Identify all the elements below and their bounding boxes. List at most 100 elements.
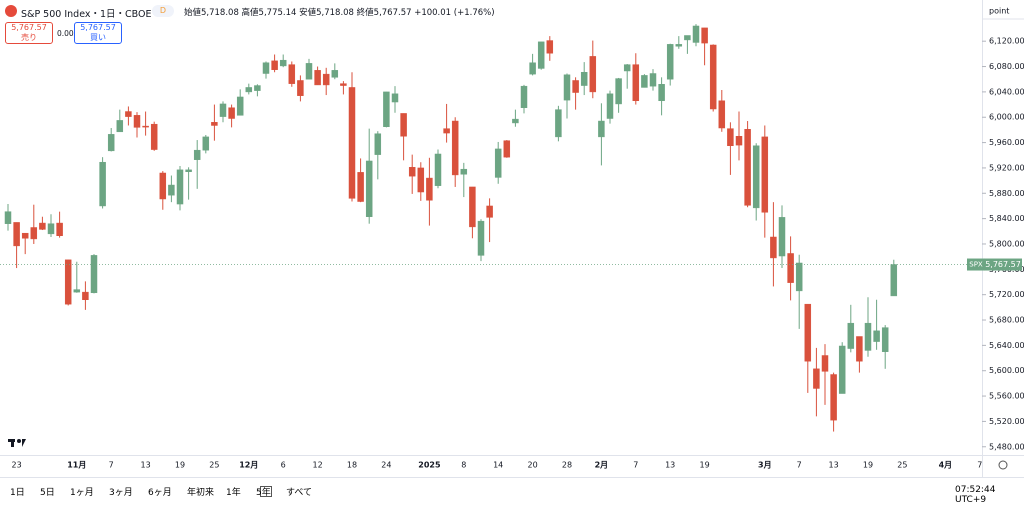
buy-label: 買い (90, 33, 106, 42)
candle-body (202, 136, 210, 151)
candle-body (116, 120, 124, 133)
y-tick-label: 6,080.00 (989, 62, 1024, 71)
candle-body (486, 205, 493, 218)
range-button[interactable]: 6ヶ月 (148, 488, 172, 498)
candle-body (288, 64, 296, 84)
candle-body (494, 148, 502, 178)
range-button[interactable]: 5年 (256, 488, 271, 498)
candle-body (838, 345, 846, 394)
candle-body (417, 167, 425, 193)
x-tick-label: 8 (461, 461, 466, 470)
candle-body (305, 63, 313, 80)
candle-body (236, 96, 244, 116)
range-button[interactable]: 年初来 (187, 488, 215, 498)
candle-body (856, 336, 863, 362)
axis-unit: point (989, 7, 1009, 16)
y-tick-label: 5,920.00 (989, 163, 1024, 172)
candle-body (13, 222, 20, 247)
candle-body (185, 169, 192, 172)
candle-body (503, 140, 511, 158)
candle-body (348, 87, 356, 199)
spread: 0.00 (57, 29, 74, 38)
x-tick-label: 25 (897, 461, 907, 470)
candle-body (864, 322, 872, 351)
candle-body (426, 177, 433, 201)
candle-body (692, 25, 700, 43)
candle-body (4, 211, 12, 224)
x-tick-label: 18 (347, 461, 357, 470)
price-tag-symbol: SPX (969, 261, 983, 269)
candle-body (563, 74, 571, 101)
candle-body (770, 236, 777, 259)
x-tick-label: 19 (863, 461, 873, 470)
candle-body (133, 115, 141, 128)
candle-body (451, 120, 459, 176)
candle-body (73, 289, 81, 293)
settings-icon[interactable] (998, 460, 1008, 470)
x-tick-label: 3月 (758, 461, 772, 470)
range-button[interactable]: 1年 (226, 488, 241, 498)
buy-price: 5,767.57 (80, 23, 116, 32)
candle-body (512, 118, 519, 124)
candle-body (39, 222, 46, 230)
x-tick-label: 7 (797, 461, 802, 470)
y-tick-label: 5,560.00 (989, 392, 1024, 401)
candle-body (589, 56, 597, 93)
date-range-icon[interactable] (260, 486, 272, 497)
x-tick-label: 19 (175, 461, 185, 470)
candle-body (168, 184, 175, 196)
x-tick-label: 25 (209, 461, 219, 470)
candle-body (572, 80, 579, 93)
candle-body (400, 113, 407, 137)
y-tick-label: 6,120.00 (989, 37, 1024, 46)
candle-body (219, 103, 227, 117)
candle-body (735, 135, 743, 146)
y-tick-label: 5,480.00 (989, 442, 1024, 451)
candle-body (228, 107, 235, 119)
candle-body (176, 169, 184, 205)
symbol-title[interactable]: S&P 500 Index・1日・CBOE (21, 9, 152, 20)
clock: 07:52:44 UTC+9 (955, 485, 996, 505)
candle-body (623, 64, 631, 72)
candle-body (142, 125, 149, 128)
candle-body (30, 227, 38, 240)
x-tick-label: 7 (977, 461, 982, 470)
candle-body (761, 136, 769, 213)
candle-body (383, 91, 390, 127)
range-button[interactable]: 3ヶ月 (109, 488, 133, 498)
buy-button[interactable]: 5,767.57 買い (74, 22, 122, 44)
range-button[interactable]: 1日 (10, 488, 25, 498)
x-tick-label: 24 (381, 461, 391, 470)
x-tick-label: 12月 (239, 461, 258, 470)
candle-body (99, 161, 106, 207)
candle-body (279, 59, 287, 67)
candle-body (580, 71, 588, 86)
price-tag-bg (984, 258, 1022, 271)
ohlc-readout: 始値5,718.08 高値5,775.14 安値5,718.08 終値5,767… (184, 8, 495, 18)
range-button[interactable]: すべて (286, 488, 313, 498)
sell-button[interactable]: 5,767.57 売り (5, 22, 53, 44)
candle-body (709, 44, 717, 110)
candle-body (641, 75, 648, 88)
chart: point 5,480.00 5,520.00 5,560.00 5,600.00 5,… (0, 0, 1024, 477)
candle-body (331, 70, 339, 78)
candle-body (159, 172, 167, 200)
sell-label: 売り (21, 33, 37, 42)
candle-body (56, 222, 63, 236)
tv-logo (8, 439, 26, 447)
candle-body (684, 35, 691, 41)
candle-body (271, 60, 278, 70)
candle-body (254, 85, 261, 91)
x-tick-label: 6 (281, 461, 286, 470)
y-tick-label: 5,720.00 (989, 290, 1024, 299)
candle-body (873, 330, 880, 342)
range-button[interactable]: 1ヶ月 (70, 488, 94, 498)
candle-body (193, 149, 201, 160)
candle-body (615, 78, 622, 105)
interval-badge[interactable]: D (152, 5, 174, 17)
candle-body (787, 253, 794, 283)
toolbar: 07:52:44 UTC+9 1日 5日 1ヶ月 3ヶ月 6ヶ月 年初来 1年 5年 すべて (0, 477, 1024, 505)
candle-body (778, 217, 786, 257)
range-button[interactable]: 5日 (40, 488, 55, 498)
